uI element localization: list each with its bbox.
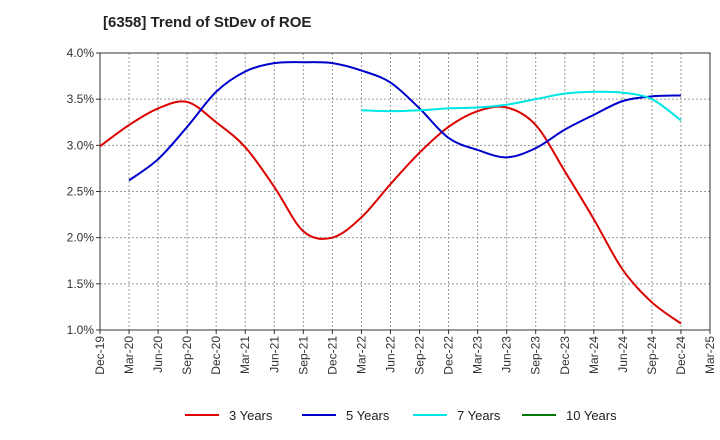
x-tick-label: Jun-22 bbox=[383, 336, 397, 373]
x-tick-label: Jun-24 bbox=[616, 336, 630, 373]
legend-label-5-years: 5 Years bbox=[346, 407, 390, 423]
x-tick-label: Dec-21 bbox=[325, 336, 339, 375]
x-tick-label: Dec-19 bbox=[93, 336, 107, 375]
legend-item-3-years: 3 Years bbox=[185, 405, 272, 425]
x-tick-label: Sep-20 bbox=[180, 336, 194, 375]
legend-label-10-years: 10 Years bbox=[566, 407, 617, 423]
y-tick-label: 4.0% bbox=[67, 46, 95, 60]
x-tick-label: Dec-22 bbox=[442, 336, 456, 375]
legend-swatch-7-years bbox=[413, 414, 447, 416]
legend-swatch-3-years bbox=[185, 414, 219, 416]
x-tick-label: Mar-22 bbox=[354, 336, 368, 374]
plot-frame bbox=[99, 52, 711, 331]
legend-label-7-years: 7 Years bbox=[457, 407, 501, 423]
x-tick-label: Dec-20 bbox=[209, 336, 223, 375]
y-tick-label: 3.5% bbox=[67, 92, 95, 106]
x-tick-label: Jun-23 bbox=[500, 336, 514, 373]
legend-item-7-years: 7 Years bbox=[413, 405, 500, 425]
legend: 3 Years 5 Years 7 Years 10 Years bbox=[0, 405, 720, 425]
series-lines bbox=[99, 61, 682, 325]
y-tick-label: 3.0% bbox=[67, 138, 95, 152]
y-tick-label: 2.0% bbox=[67, 231, 95, 245]
legend-item-5-years: 5 Years bbox=[302, 405, 389, 425]
x-tick-label: Mar-23 bbox=[471, 336, 485, 374]
x-tick-label: Mar-21 bbox=[238, 336, 252, 374]
x-tick-label: Jun-21 bbox=[267, 336, 281, 373]
legend-swatch-5-years bbox=[302, 414, 336, 416]
legend-label-3-years: 3 Years bbox=[229, 407, 273, 423]
grid bbox=[100, 53, 710, 330]
axes: 1.0% 1.5% 2.0% 2.5% 3.0% 3.5% 4.0% Dec-19 Mar-20… bbox=[67, 46, 717, 375]
y-tick-label: 1.5% bbox=[67, 277, 95, 291]
x-tick-label: Dec-23 bbox=[558, 336, 572, 375]
x-tick-label: Sep-21 bbox=[296, 336, 310, 375]
y-tick-label: 1.0% bbox=[67, 323, 95, 337]
x-tick-label: Mar-25 bbox=[703, 336, 717, 374]
y-tick-label: 2.5% bbox=[67, 185, 95, 199]
series-line-3-years bbox=[99, 100, 682, 325]
legend-swatch-10-years bbox=[522, 414, 556, 416]
x-tick-label: Mar-24 bbox=[587, 336, 601, 374]
x-tick-label: Sep-23 bbox=[529, 336, 543, 375]
series-line-5-years bbox=[128, 61, 681, 182]
x-tick-label: Mar-20 bbox=[122, 336, 136, 374]
chart-title: [6358] Trend of StDev of ROE bbox=[103, 14, 312, 31]
legend-item-10-years: 10 Years bbox=[522, 405, 617, 425]
x-tick-label: Jun-20 bbox=[151, 336, 165, 373]
series-line-7-years bbox=[361, 90, 682, 122]
x-tick-label: Dec-24 bbox=[674, 336, 688, 375]
x-tick-label: Sep-22 bbox=[413, 336, 427, 375]
x-tick-label: Sep-24 bbox=[645, 336, 659, 375]
